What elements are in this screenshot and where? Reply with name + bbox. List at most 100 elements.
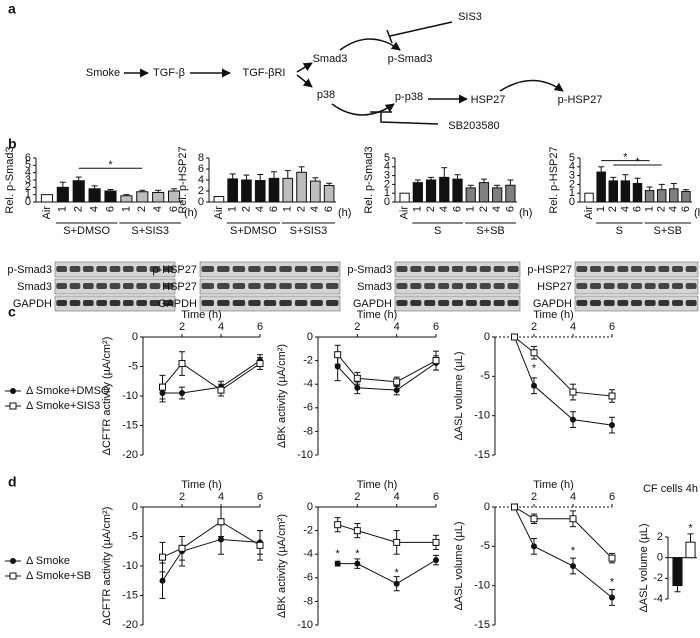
blot-band [438,283,450,289]
blot-label: GAPDH [158,298,197,310]
node: TGF-βRI [243,67,286,79]
blot-band [123,283,134,289]
significance: * [688,523,693,535]
group-label: S+DMSO [230,225,277,237]
data-point [256,360,264,368]
blot-band [56,300,67,306]
blot-band [96,283,107,289]
blot-band [465,300,477,306]
blot-band [326,266,339,272]
arrow [296,74,313,88]
bar [656,189,667,203]
blot-band [163,283,174,289]
blot-band [396,283,408,289]
significance: * [336,548,341,560]
bar [56,186,69,203]
blot-band [424,283,436,289]
x-tick-label: 6 [257,321,263,333]
data-point [511,333,518,341]
data-point [432,357,440,365]
inhibitor [389,21,453,37]
blot-band [617,300,629,306]
bar [254,180,266,203]
y-tick-label: 5 [384,152,390,164]
x-tick-label: 1 [120,206,132,212]
blot-label: p-Smad3 [7,264,52,276]
x-tick-label: 4 [491,206,503,212]
x-tick-label: 6 [104,206,116,212]
x-tick-label: 6 [433,321,439,333]
data-point [531,543,537,550]
data-point [609,594,615,601]
y-axis-label: ΔCFTR activity (µA/cm²) [101,507,113,626]
x-tick-label: Air [41,206,53,220]
y-tick-label: 0 [484,501,490,513]
blot-band [56,283,67,289]
x-tick-label: 2 [136,206,148,212]
bar [323,185,335,203]
y-tick-label: 4 [25,167,31,179]
panel-label: c [8,304,16,320]
bar [584,192,594,203]
y-tick-label: -4 [303,378,313,390]
bar [227,178,238,203]
blot-band [149,266,161,272]
bar [620,180,631,203]
series-line [337,354,437,383]
blot-band [136,266,147,272]
y-tick-label: 0 [198,196,204,208]
bar [632,183,643,203]
x-tick-label: 4 [619,206,631,212]
blot-band [217,283,230,289]
significance: * [635,156,640,168]
x-axis-label: Time (h) [181,479,222,491]
y-axis-label: ΔCFTR activity (µA/cm²) [101,337,113,456]
data-point [159,383,166,391]
x-tick-label: Air [213,206,225,220]
blot-band [685,300,697,306]
node: HSP27 [471,94,506,106]
y-tick-label: -6 [303,402,313,414]
blot-band [136,300,147,306]
y-tick-label: -10 [297,619,313,631]
x-tick-label: 4 [394,321,400,333]
y-axis-label: ΔASL volume (µL) [453,351,465,440]
bar [596,171,606,203]
series-line [337,559,437,585]
blot-band [109,266,121,272]
node: p-Smad3 [388,53,433,65]
y-tick-label: 5 [25,159,31,171]
blot-band [201,266,214,272]
blot-band [232,283,246,289]
y-axis-label: ΔBK activity (µA/cm²) [276,344,288,448]
x-tick-label: 6 [609,321,615,333]
y-tick-label: -5 [480,540,490,552]
x-axis-label: Time (h) [533,479,574,491]
bar [452,178,463,203]
data-point [609,422,615,429]
bar [399,192,410,203]
significance: * [623,152,628,164]
data-point [217,386,225,394]
blot-band [248,300,261,306]
y-tick-label: -2 [303,355,313,367]
y-axis-label: Rel. p-Smad3 [363,146,375,213]
blot-band [438,300,450,306]
series-line [337,524,436,543]
y-tick-label: 0 [307,501,313,513]
data-point [393,538,401,546]
y-tick-label: -8 [303,595,313,607]
blot-band [201,283,214,289]
bar [681,190,691,203]
y-tick-label: 3 [25,174,31,186]
blot-label: GAPDH [533,298,572,310]
data-point [159,553,166,561]
blot-band [396,266,408,272]
bar [608,180,619,203]
blot-band [617,283,629,289]
blot-band [590,266,601,272]
blot-band [326,283,339,289]
data-point [256,541,264,549]
inhibitor-bar [386,29,393,44]
